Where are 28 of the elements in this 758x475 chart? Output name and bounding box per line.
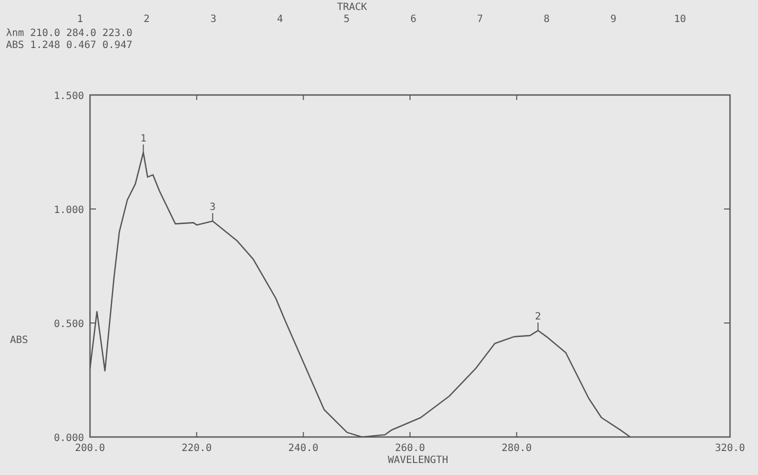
x2-tick-label: 2 [144,14,150,25]
x2-axis-title: TRACK [336,2,368,13]
annotation: 2 [534,312,542,323]
x-tick-label: 220.0 [182,443,212,454]
x2-tick-label: 7 [476,14,484,25]
x-tick-label: 200.0 [74,443,106,454]
x-axis-title: WAVELENGTH [388,455,448,466]
annotation: 1 [140,133,146,144]
x2-tick-label: 8 [544,14,550,25]
y-tick-label: 1.500 [54,91,84,102]
y-tick-label: 0.500 [54,319,84,330]
y-tick-label: 1.000 [54,205,84,216]
y-axis-title: ABS [10,335,28,346]
x-tick-label: 260.0 [394,443,426,454]
x-tick-label: 320.0 [714,443,746,454]
x2-tick-label: 4 [276,14,284,25]
x2-tick-label: 3 [210,14,216,25]
text: ABS 1.248 0.467 0.947 [6,40,132,51]
x2-tick-label: 6 [410,14,416,25]
x-tick-label: 240.0 [288,443,318,454]
text: λnm 210.0 284.0 223.0 [6,28,132,39]
x2-tick-label: 1 [76,14,84,25]
x2-tick-label: 9 [610,14,616,25]
x2-tick-label: 10 [674,14,686,25]
annotation: 3 [210,202,216,214]
y-tick-label: 0.000 [54,433,84,444]
x2-tick-label: 5 [344,14,350,25]
x-tick-label: 280.0 [502,443,532,454]
